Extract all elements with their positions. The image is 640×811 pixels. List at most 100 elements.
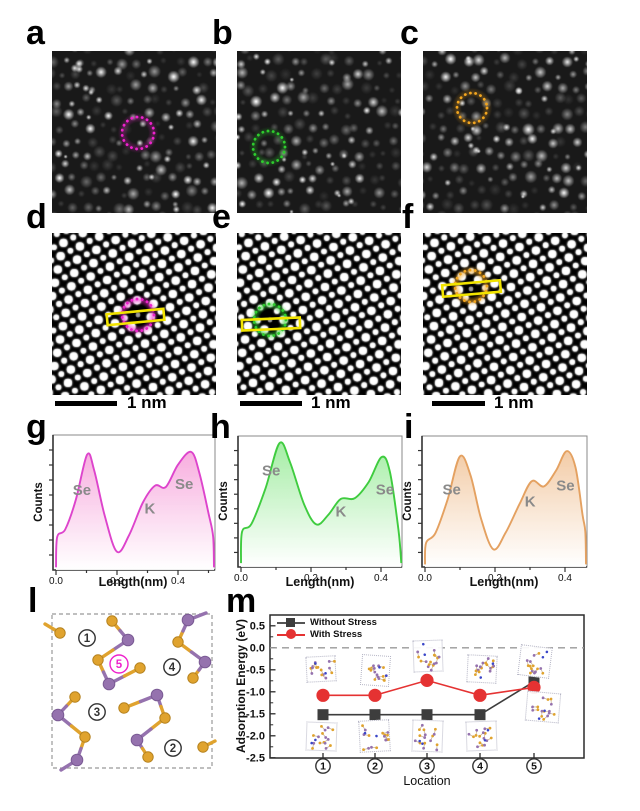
location-tick-2 xyxy=(367,758,383,774)
location-tick-3 xyxy=(419,758,435,774)
profile-area-g xyxy=(56,451,214,570)
series-line-with-stress xyxy=(323,679,535,697)
svg-text:4: 4 xyxy=(169,662,176,674)
svg-text:2: 2 xyxy=(372,761,378,773)
panel-label-l: l xyxy=(28,582,38,620)
marker-square xyxy=(317,709,329,721)
xaxis-label-h: Length(nm) xyxy=(285,575,355,589)
svg-text:5: 5 xyxy=(116,659,123,671)
panel-label-g: g xyxy=(26,408,47,446)
purple-atom xyxy=(51,708,65,722)
svg-text:1: 1 xyxy=(84,633,91,645)
ytick-label: -1.5 xyxy=(246,709,265,721)
marker-square xyxy=(474,709,486,721)
site-marker-3 xyxy=(88,703,106,721)
purple-atom xyxy=(150,688,164,702)
ytick-label: -0.5 xyxy=(246,665,265,677)
ytick-label: 0.0 xyxy=(250,643,265,655)
scale-bar-label-e: 1 nm xyxy=(311,393,351,412)
marker-circle xyxy=(368,688,382,702)
panel-label-b: b xyxy=(212,14,233,52)
scale-bar-e xyxy=(240,401,302,406)
profile-line-g xyxy=(55,450,215,568)
gold-atom xyxy=(197,741,209,753)
xtick-label: 0.0 xyxy=(418,573,432,584)
gold-atom xyxy=(106,615,118,627)
yaxis-label-i: Counts xyxy=(402,481,414,521)
structure-inset xyxy=(305,721,338,752)
legend-row-with-stress: With Stress xyxy=(277,628,377,640)
svg-text:5: 5 xyxy=(531,761,537,773)
peak-label-Se: Se xyxy=(376,481,394,498)
legend-square-marker-icon xyxy=(277,617,305,628)
panel-label-d: d xyxy=(26,198,47,236)
peak-label-Se: Se xyxy=(73,482,91,499)
svg-text:1: 1 xyxy=(320,761,326,773)
ytick-label: -1.0 xyxy=(246,687,265,699)
series-line-without-stress xyxy=(323,681,535,716)
peak-label-Se: Se xyxy=(556,477,574,494)
yaxis-label-energy: Adsorption Energy (eV) xyxy=(234,619,248,754)
purple-atom xyxy=(102,677,116,691)
xaxis-label-g: Length(nm) xyxy=(98,575,168,589)
stem-image-b xyxy=(237,51,401,213)
site-marker-5 xyxy=(109,654,129,674)
peak-label-K: K xyxy=(144,500,155,517)
scale-bar-label-f: 1 nm xyxy=(494,393,534,412)
legend-circle-marker-icon xyxy=(277,629,305,640)
gold-atom xyxy=(187,672,199,684)
profile-line-h xyxy=(240,441,403,564)
purple-atom xyxy=(181,613,195,627)
gold-atom xyxy=(79,731,91,743)
structure-inset xyxy=(524,690,562,724)
marker-square xyxy=(369,709,381,721)
structure-inset xyxy=(305,655,337,683)
scale-bar-f xyxy=(432,401,485,406)
gold-atom xyxy=(92,654,104,666)
xtick-label: 0.4 xyxy=(558,573,572,584)
structure-inset xyxy=(466,654,498,684)
gold-atom xyxy=(172,636,184,648)
panel-label-a: a xyxy=(26,14,45,52)
ytick-label: -2.0 xyxy=(246,731,265,743)
svg-text:2: 2 xyxy=(170,743,176,755)
xtick-label: 0.4 xyxy=(374,573,388,584)
purple-atom xyxy=(130,733,144,747)
panel-label-c: c xyxy=(400,14,419,52)
stem-image-a xyxy=(52,51,216,213)
xaxis-label-i: Length(nm) xyxy=(469,575,539,589)
svg-text:3: 3 xyxy=(424,761,430,773)
gold-atom xyxy=(69,691,81,703)
simulated-image-f xyxy=(423,233,587,395)
legend-label-without-stress: Without Stress xyxy=(310,616,377,628)
purple-atom xyxy=(198,655,212,669)
location-tick-5 xyxy=(526,758,542,774)
peak-label-K: K xyxy=(336,504,347,521)
structure-inset xyxy=(359,654,392,687)
panel-label-h: h xyxy=(210,408,231,446)
location-tick-1 xyxy=(315,758,331,774)
legend-label-with-stress: With Stress xyxy=(310,628,363,640)
scale-bar-label-d: 1 nm xyxy=(127,393,167,412)
profile-area-i xyxy=(424,451,586,567)
structure-inset xyxy=(411,719,444,753)
stem-image-c xyxy=(423,51,587,213)
gold-atom xyxy=(142,751,154,763)
site-marker-1 xyxy=(78,629,96,647)
gold-atom xyxy=(134,662,146,674)
gold-atom xyxy=(118,702,130,714)
legend-row-without-stress: Without Stress xyxy=(277,616,377,628)
ytick-label: -2.5 xyxy=(246,753,265,765)
marker-circle xyxy=(473,688,487,702)
panel-label-e: e xyxy=(212,198,231,236)
structure-inset xyxy=(412,639,444,673)
yaxis-label-h: Counts xyxy=(218,481,230,521)
peak-label-Se: Se xyxy=(262,462,280,479)
yaxis-label-g: Counts xyxy=(33,482,45,522)
gold-atom xyxy=(159,712,171,724)
structure-inset xyxy=(517,644,553,679)
profile-area-h xyxy=(240,442,402,567)
xtick-label: 0.0 xyxy=(49,576,63,587)
